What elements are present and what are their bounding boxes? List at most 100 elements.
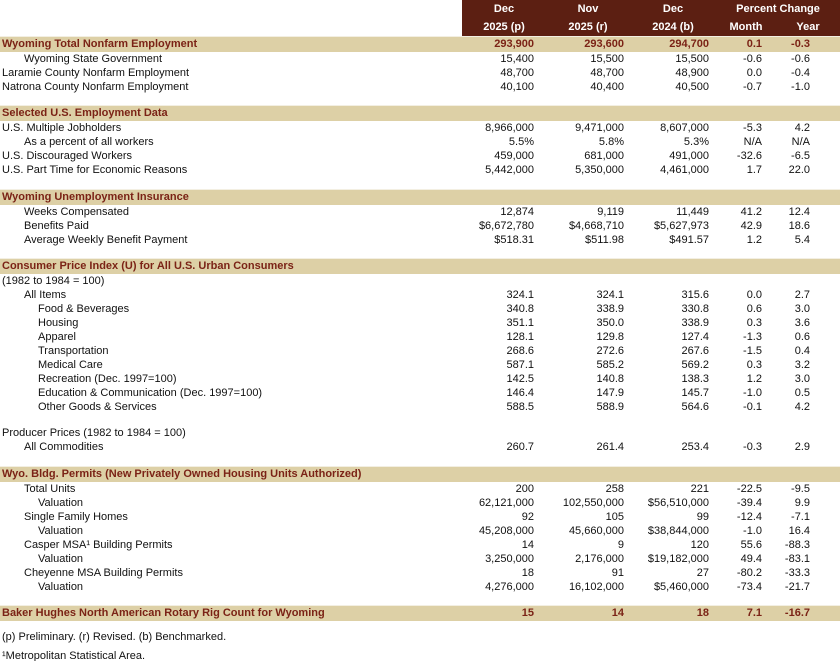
cell-value: 120 (690, 538, 709, 551)
cell-value: 128.1 (506, 331, 534, 343)
cell-value: 16,102,000 (568, 580, 624, 593)
cell-value: 27 (696, 566, 709, 579)
cell-value: 62,121,000 (478, 496, 534, 509)
cell-value: 4,461,000 (660, 164, 709, 176)
col-header-dec-2025-sub: 2025 (p) (462, 18, 546, 36)
section-title: Wyo. Bldg. Permits (New Privately Owned … (0, 465, 840, 482)
cell-value: -0.4 (791, 66, 810, 79)
cell-value: 40,100 (500, 80, 534, 93)
cell-value: -21.7 (784, 580, 810, 593)
spacer-cell (0, 177, 840, 189)
cell-value: -22.5 (736, 482, 762, 495)
footnote-abbreviations: (p) Preliminary. (r) Revised. (b) Benchm… (2, 631, 227, 643)
row-label: Producer Prices (1982 to 1984 = 100) (2, 427, 186, 439)
cell-value: 99 (696, 510, 709, 523)
cell-value: -0.1 (743, 401, 762, 413)
row-label: Valuation (38, 524, 84, 537)
cell-value: 140.8 (596, 373, 624, 385)
table-row: Wyoming State Government 15,400 15,500 15,5… (0, 52, 840, 66)
cell-value: -1.0 (743, 524, 762, 537)
header-corner-cell (0, 0, 462, 36)
row-label: Valuation (38, 580, 84, 593)
cell-value: 351.1 (506, 317, 534, 329)
cell-value: 8,966,000 (485, 122, 534, 134)
cell-value: -0.6 (791, 52, 810, 65)
cell-value: -0.3 (776, 35, 840, 52)
cell-value: 9,119 (597, 205, 624, 218)
cell-value: N/A (791, 136, 810, 148)
table-row: Valuation 45,208,000 45,660,000 $38,844,000… (0, 524, 840, 538)
cell-value: 268.6 (506, 345, 534, 357)
cell-value: 2,176,000 (575, 552, 624, 565)
cell-value: 8,607,000 (660, 122, 709, 134)
cell-value: 293,600 (546, 35, 630, 52)
cell-value: 41.2 (740, 205, 762, 218)
row-label: Wyoming Total Nonfarm Employment (0, 35, 462, 52)
cell-value: 0.0 (746, 289, 762, 301)
table-row: Other Goods & Services 588.5 588.9 564.6 -0.… (0, 400, 840, 414)
spacer-cell (0, 247, 840, 259)
cell-value: 3.2 (794, 359, 810, 371)
cell-value: 105 (605, 510, 624, 523)
cell-value: 350.0 (596, 317, 624, 329)
table-row: Valuation 4,276,000 16,102,000 $5,460,000 -7… (0, 580, 840, 594)
row-label: Wyoming State Government (24, 52, 163, 65)
footnote-msa: ¹Metropolitan Statistical Area. (2, 650, 146, 661)
row-label: Education & Communication (Dec. 1997=100… (38, 387, 263, 399)
cell-value: $511.98 (585, 233, 624, 246)
cell-value: -1.0 (743, 387, 762, 399)
cell-value: 258 (605, 482, 624, 495)
cell-value: 272.6 (596, 345, 624, 357)
table-row: Benefits Paid $6,672,780 $4,668,710 $5,627,… (0, 219, 840, 233)
table-row: Food & Beverages 340.8 338.9 330.8 0.6 3.0 (0, 302, 840, 316)
cell-value: -1.5 (743, 345, 762, 357)
col-header-dec-2024-sub: 2024 (b) (630, 18, 716, 36)
cell-value: 3.6 (794, 317, 810, 329)
cell-value: 0.6 (794, 331, 810, 343)
cell-value: 40,400 (590, 80, 624, 93)
cell-value: 1.7 (746, 164, 762, 176)
row-label: Total Units (24, 482, 76, 495)
cell-value: 315.6 (681, 289, 709, 301)
cell-value: 340.8 (506, 303, 534, 315)
cell-value: 2.7 (794, 289, 810, 301)
cell-value: 48,700 (590, 66, 624, 79)
table-row: Valuation 3,250,000 2,176,000 $19,182,000 49… (0, 552, 840, 566)
table-row: Weeks Compensated 12,874 9,119 11,449 41.2 12… (0, 205, 840, 219)
cell-value: 45,208,000 (478, 524, 534, 537)
spacer-row (0, 454, 840, 466)
cell-value: 0.3 (746, 317, 762, 329)
cell-value: 12,874 (500, 205, 534, 218)
cell-value: 14 (521, 538, 534, 551)
cell-value: $38,844,000 (647, 524, 709, 537)
cell-value: 5.3% (683, 136, 709, 148)
cell-value: -7.1 (791, 510, 810, 523)
table-row: Single Family Homes 92 105 99 -12.4 -7.1 (0, 510, 840, 524)
cell-value: 293,900 (462, 35, 546, 52)
cell-value: -88.3 (784, 538, 810, 551)
cell-value: -9.5 (791, 482, 810, 495)
spacer-row (0, 247, 840, 259)
cell-value: 588.9 (596, 401, 624, 413)
cell-value: N/A (743, 136, 762, 148)
cell-value: 14 (546, 605, 630, 621)
table-row: Valuation 62,121,000 102,550,000 $56,510,00… (0, 496, 840, 510)
cell-value: -16.7 (776, 605, 840, 621)
cell-value: 0.1 (716, 35, 776, 52)
cell-value: 564.6 (681, 401, 709, 413)
cell-value: 3.0 (794, 373, 810, 385)
cell-value: 681,000 (584, 150, 624, 162)
cell-value: 588.5 (506, 401, 534, 413)
cell-value: -39.4 (736, 496, 762, 509)
cell-value: 324.1 (506, 289, 534, 301)
col-header-nov-2025-sub: 2025 (r) (546, 18, 630, 36)
row-label: (1982 to 1984 = 100) (2, 275, 105, 287)
cell-value: $19,182,000 (647, 552, 709, 565)
cell-value: -73.4 (736, 580, 762, 593)
cell-value: 3.0 (794, 303, 810, 315)
cell-value: 587.1 (506, 359, 534, 371)
cell-value: -1.3 (743, 331, 762, 343)
table-row: Education & Communication (Dec. 1997=100… (0, 386, 840, 400)
cell-value: 0.3 (746, 359, 762, 371)
cell-value: 0.5 (794, 387, 810, 399)
